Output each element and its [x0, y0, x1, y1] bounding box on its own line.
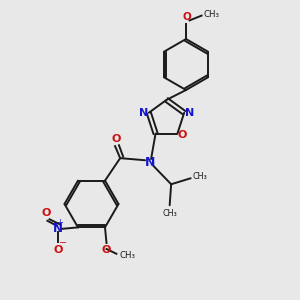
Text: O: O — [41, 208, 51, 218]
Text: O: O — [182, 13, 191, 22]
Text: O: O — [178, 130, 187, 140]
Text: O: O — [112, 134, 121, 144]
Text: N: N — [144, 156, 155, 169]
Text: N: N — [185, 108, 194, 118]
Text: +: + — [57, 218, 63, 227]
Text: CH₃: CH₃ — [203, 10, 219, 19]
Text: CH₃: CH₃ — [193, 172, 208, 181]
Text: N: N — [53, 222, 63, 236]
Text: −: − — [59, 238, 68, 248]
Text: CH₃: CH₃ — [120, 251, 136, 260]
Text: CH₃: CH₃ — [162, 209, 177, 218]
Text: O: O — [53, 245, 63, 255]
Text: O: O — [102, 245, 111, 255]
Text: N: N — [139, 108, 148, 118]
